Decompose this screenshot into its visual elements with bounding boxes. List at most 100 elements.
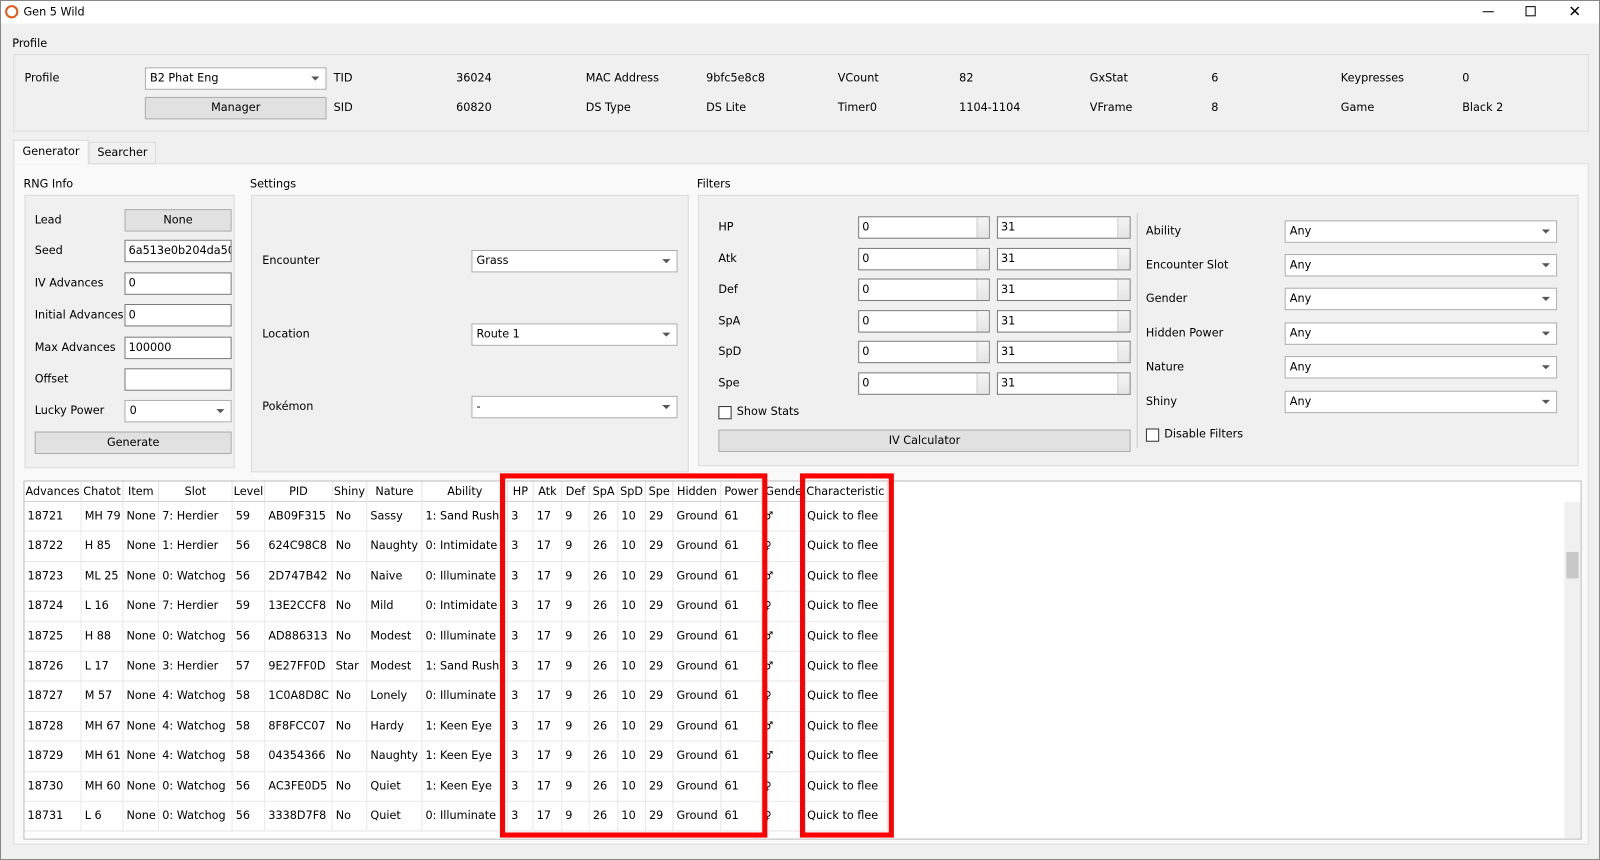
spinbox[interactable]: 0 (858, 247, 990, 271)
table-cell[interactable]: 59 (232, 591, 266, 622)
table-cell[interactable]: 29 (645, 591, 674, 622)
column-header[interactable]: Slot (159, 481, 233, 502)
table-cell[interactable]: Naive (367, 561, 423, 592)
table-cell[interactable]: 9 (562, 711, 590, 742)
table-cell[interactable]: Modest (367, 621, 423, 652)
table-cell[interactable]: Naughty (367, 531, 423, 562)
field-input[interactable]: 0 (124, 304, 232, 327)
table-cell[interactable]: 9 (562, 561, 590, 592)
table-cell[interactable]: 8F8FCC07 (265, 711, 333, 742)
table-cell[interactable]: ML 25 (81, 561, 124, 592)
tab[interactable]: Searcher (88, 141, 157, 165)
manager-button[interactable]: Manager (144, 96, 327, 120)
table-cell[interactable]: MH 67 (81, 711, 124, 742)
table-cell[interactable]: 9 (562, 741, 590, 772)
column-header[interactable]: Characteristic (804, 481, 888, 502)
table-cell[interactable]: None (123, 501, 160, 532)
table-cell[interactable]: 13E2CCF8 (265, 591, 333, 622)
table-cell[interactable]: 10 (618, 771, 646, 802)
table-cell[interactable]: 26 (589, 771, 619, 802)
table-cell[interactable]: 26 (589, 561, 619, 592)
table-cell[interactable]: ♂ (762, 561, 805, 592)
table-cell[interactable]: 1: Keen Eye (422, 741, 509, 772)
table-cell[interactable]: 29 (645, 651, 674, 682)
table-cell[interactable]: 61 (721, 741, 763, 772)
table-cell[interactable]: 26 (589, 741, 619, 772)
table-cell[interactable]: 3 (508, 741, 534, 772)
spinbox[interactable]: 0 (858, 216, 990, 239)
table-cell[interactable]: No (332, 501, 368, 532)
table-cell[interactable]: 10 (618, 711, 646, 742)
table-cell[interactable]: No (332, 681, 368, 712)
table-cell[interactable]: 0: Watchog (159, 561, 233, 592)
table-cell[interactable]: AD886313 (265, 621, 333, 652)
table-cell[interactable]: None (123, 711, 160, 742)
table-cell[interactable]: 61 (721, 591, 763, 622)
column-header[interactable]: Ability (422, 481, 509, 502)
table-cell[interactable]: Quick to flee (804, 801, 888, 832)
close-button[interactable]: ✕ (1568, 2, 1582, 21)
table-cell[interactable]: 3 (508, 621, 534, 652)
table-cell[interactable]: 4: Watchog (159, 741, 233, 772)
table-cell[interactable]: 0: Watchog (159, 801, 233, 832)
column-header[interactable]: Spe (645, 481, 674, 502)
spinbox[interactable]: 31 (996, 310, 1131, 333)
table-cell[interactable]: 18723 (24, 561, 82, 592)
table-cell[interactable]: 29 (645, 771, 674, 802)
table-cell[interactable]: 29 (645, 681, 674, 712)
column-header[interactable]: Shiny (332, 481, 368, 502)
field-combo[interactable]: Grass (471, 249, 678, 273)
table-cell[interactable]: Quick to flee (804, 681, 888, 712)
table-cell[interactable]: ♀ (762, 771, 805, 802)
table-cell[interactable]: Sassy (367, 501, 423, 532)
table-cell[interactable]: Quick to flee (804, 771, 888, 802)
table-cell[interactable]: Modest (367, 651, 423, 682)
table-cell[interactable]: 18724 (24, 591, 82, 622)
table-cell[interactable]: 17 (533, 621, 563, 652)
spinbox[interactable]: 31 (996, 340, 1131, 364)
table-cell[interactable]: 624C98C8 (265, 531, 333, 562)
table-cell[interactable]: 57 (232, 651, 266, 682)
table-cell[interactable]: 18730 (24, 771, 82, 802)
field-button[interactable]: None (124, 209, 232, 232)
table-cell[interactable]: Quick to flee (804, 741, 888, 772)
table-cell[interactable]: 10 (618, 681, 646, 712)
table-cell[interactable]: 1: Keen Eye (422, 771, 509, 802)
table-cell[interactable]: ♂ (762, 711, 805, 742)
field-combo[interactable]: 0 (124, 399, 232, 423)
table-cell[interactable]: 7: Herdier (159, 591, 233, 622)
table-cell[interactable]: 56 (232, 801, 266, 832)
table-cell[interactable]: Quick to flee (804, 711, 888, 742)
table-cell[interactable]: None (123, 621, 160, 652)
restore-button[interactable] (1525, 6, 1536, 17)
table-cell[interactable]: ♂ (762, 621, 805, 652)
table-cell[interactable]: 29 (645, 501, 674, 532)
table-cell[interactable]: Quick to flee (804, 561, 888, 592)
table-cell[interactable]: Quick to flee (804, 591, 888, 622)
table-cell[interactable]: 1: Sand Rush (422, 651, 509, 682)
column-header[interactable]: SpD (618, 481, 646, 502)
table-cell[interactable]: 61 (721, 771, 763, 802)
table-cell[interactable]: 1: Keen Eye (422, 711, 509, 742)
table-cell[interactable]: Ground (673, 531, 722, 562)
table-cell[interactable]: 61 (721, 651, 763, 682)
table-cell[interactable]: 10 (618, 531, 646, 562)
field-input[interactable]: 100000 (124, 336, 232, 360)
table-cell[interactable]: Ground (673, 681, 722, 712)
column-header[interactable]: Def (562, 481, 590, 502)
table-cell[interactable]: 26 (589, 531, 619, 562)
table-cell[interactable]: 61 (721, 711, 763, 742)
table-cell[interactable]: MH 60 (81, 771, 124, 802)
table-cell[interactable]: 3 (508, 651, 534, 682)
table-cell[interactable]: 56 (232, 561, 266, 592)
table-cell[interactable]: 1: Herdier (159, 531, 233, 562)
tab[interactable]: Generator (13, 139, 89, 165)
column-header[interactable]: Item (123, 481, 160, 502)
filter-combo[interactable]: Any (1284, 390, 1558, 414)
column-header[interactable]: Chatot (81, 481, 124, 502)
table-cell[interactable]: 17 (533, 801, 563, 832)
table-cell[interactable]: No (332, 741, 368, 772)
table-cell[interactable]: 61 (721, 501, 763, 532)
table-cell[interactable]: H 85 (81, 531, 124, 562)
table-cell[interactable]: Naughty (367, 741, 423, 772)
